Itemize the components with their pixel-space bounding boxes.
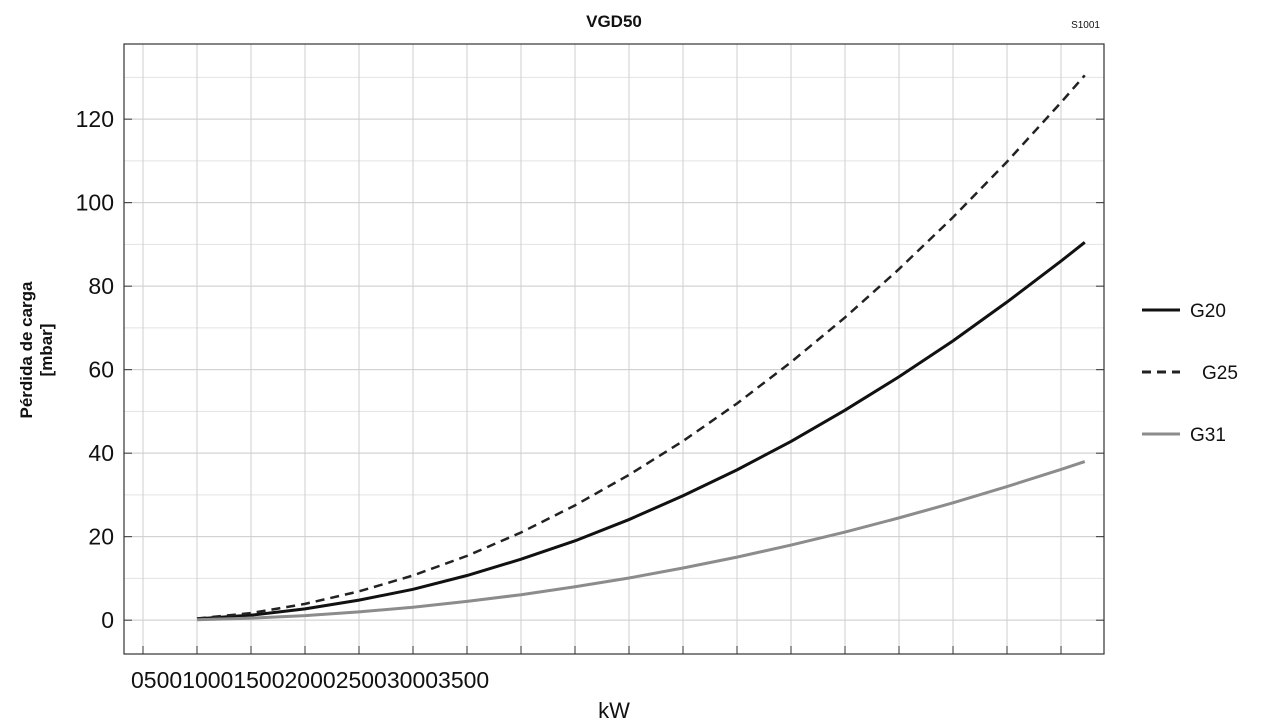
x-tick-label: 1000 xyxy=(182,667,233,693)
y-label-line: [mbar] xyxy=(37,324,56,377)
y-tick-label: 20 xyxy=(88,524,114,550)
x-tick-label: 3500 xyxy=(438,667,489,693)
chart-title: VGD50 xyxy=(586,12,642,31)
legend-label: G31 xyxy=(1190,425,1226,446)
chart-code: S1001 xyxy=(1071,20,1100,31)
y-tick-label: 40 xyxy=(88,440,114,466)
x-tick-label: 2000 xyxy=(285,667,336,693)
y-tick-label: 100 xyxy=(76,190,114,216)
y-tick-label: 120 xyxy=(76,106,114,132)
x-tick-label: 1500 xyxy=(233,667,284,693)
x-tick-label: 3000 xyxy=(387,667,438,693)
y-tick-label: 80 xyxy=(88,273,114,299)
legend-label: G20 xyxy=(1190,301,1226,322)
series-line xyxy=(196,241,1086,621)
y-label: Pérdida de carga [mbar] xyxy=(17,281,56,419)
series-line xyxy=(196,460,1086,622)
y-tick-label: 0 xyxy=(101,607,114,633)
y-label-line: Pérdida de carga xyxy=(17,281,36,419)
x-label: kW xyxy=(598,698,630,723)
plot-frame xyxy=(123,43,1105,655)
x-tick-label: 0 xyxy=(131,667,144,693)
y-tick-label: 60 xyxy=(88,357,114,383)
series-line xyxy=(196,74,1086,620)
x-tick-label: 500 xyxy=(144,667,182,693)
x-tick-label: 2500 xyxy=(336,667,387,693)
legend-label: G25 xyxy=(1202,363,1238,384)
